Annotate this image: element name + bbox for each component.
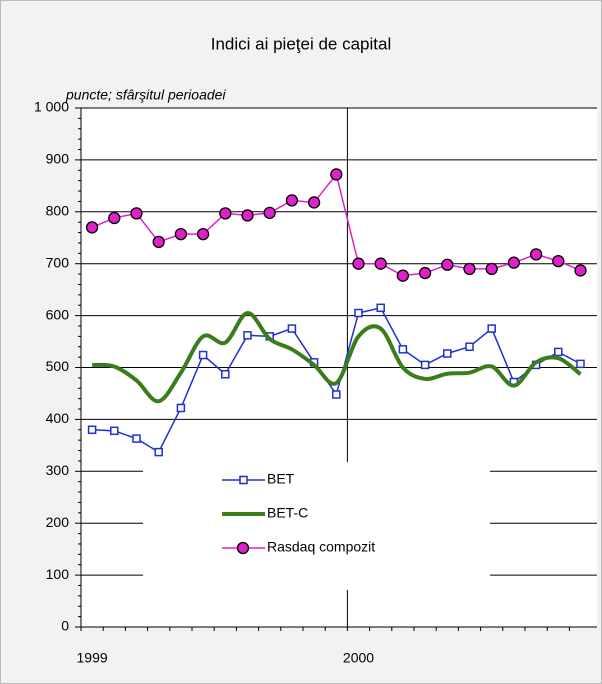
marker (196, 227, 210, 241)
marker (441, 258, 454, 271)
marker (285, 194, 299, 207)
marker (263, 206, 276, 219)
series-line (91, 311, 582, 404)
y-tick-label: 600 (46, 306, 70, 322)
marker (176, 403, 186, 413)
marker (529, 248, 543, 261)
marker (219, 207, 232, 220)
marker (85, 221, 99, 234)
y-tick-label: 900 (46, 151, 70, 167)
marker (243, 331, 252, 340)
y-tick-label: 0 (61, 618, 69, 634)
legend-label: BET (267, 471, 295, 487)
marker (443, 349, 452, 358)
marker (487, 324, 496, 333)
marker (332, 390, 341, 399)
y-tick-label: 200 (46, 514, 70, 530)
marker (87, 425, 97, 435)
marker (330, 168, 343, 181)
marker (130, 207, 143, 220)
marker (376, 303, 385, 313)
legend-marker (239, 475, 248, 485)
marker (485, 262, 498, 276)
y-tick-label: 700 (46, 254, 70, 270)
marker (463, 262, 476, 276)
marker (552, 254, 565, 268)
subtitle: puncte; sfârşitul perioadei (65, 87, 226, 103)
marker (221, 369, 230, 379)
marker (132, 434, 141, 443)
marker (574, 264, 587, 277)
marker (110, 426, 119, 436)
marker (576, 359, 585, 369)
chart-title: Indici ai pieţei de capital (211, 34, 392, 53)
marker (198, 350, 208, 360)
marker (241, 209, 254, 222)
marker (465, 342, 474, 351)
legend-label: Rasdaq compozit (267, 539, 375, 555)
marker (154, 447, 163, 457)
x-tick-label: 2000 (343, 650, 374, 666)
marker (352, 257, 365, 270)
y-tick-label: 400 (46, 410, 70, 426)
y-tick-label: 800 (46, 203, 70, 219)
marker (554, 347, 563, 357)
x-tick-label: 1999 (77, 650, 108, 666)
marker (507, 256, 521, 269)
y-tick-label: 1 000 (34, 99, 69, 115)
y-tick-label: 300 (46, 462, 70, 478)
marker (287, 324, 297, 333)
marker (420, 360, 430, 370)
legend (143, 462, 490, 590)
legend-marker (236, 541, 250, 555)
marker (418, 266, 432, 280)
marker (152, 235, 165, 249)
marker (108, 211, 121, 225)
marker (396, 269, 410, 282)
y-tick-label: 100 (46, 566, 70, 582)
marker (398, 345, 408, 354)
legend-label: BET-C (267, 505, 308, 521)
marker (307, 196, 321, 209)
marker (174, 227, 188, 241)
marker (354, 308, 363, 318)
marker (374, 257, 387, 270)
y-tick-label: 500 (46, 358, 70, 374)
